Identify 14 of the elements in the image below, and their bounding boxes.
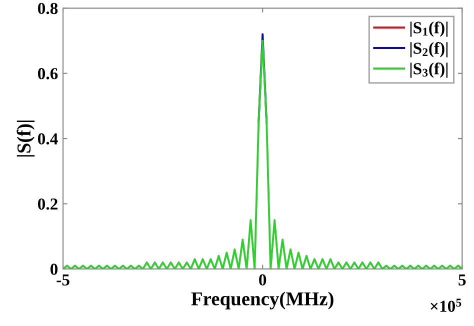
x-axis-title: Frequency(MHz)	[191, 292, 334, 310]
x-tick-label: -5	[56, 274, 70, 286]
x-tick-label: 0	[259, 274, 266, 286]
y-tick-label: 0.2	[38, 198, 58, 210]
y-axis-title: |S(f)|	[16, 120, 35, 156]
text: ×10$^{5}$	[430, 298, 462, 312]
legend-label: |S$_{3}$(f)|	[410, 62, 448, 78]
y-tick-label: 0.6	[38, 68, 58, 80]
legend-label: |S$_{1}$(f)|	[410, 21, 448, 37]
y-tick-label: 0.8	[38, 2, 58, 14]
y-tick-label: 0	[50, 264, 58, 275]
legend-label: |S$_{2}$(f)|	[410, 42, 448, 58]
x-tick-label: 5	[458, 274, 466, 286]
y-tick-label: 0.4	[38, 133, 58, 145]
